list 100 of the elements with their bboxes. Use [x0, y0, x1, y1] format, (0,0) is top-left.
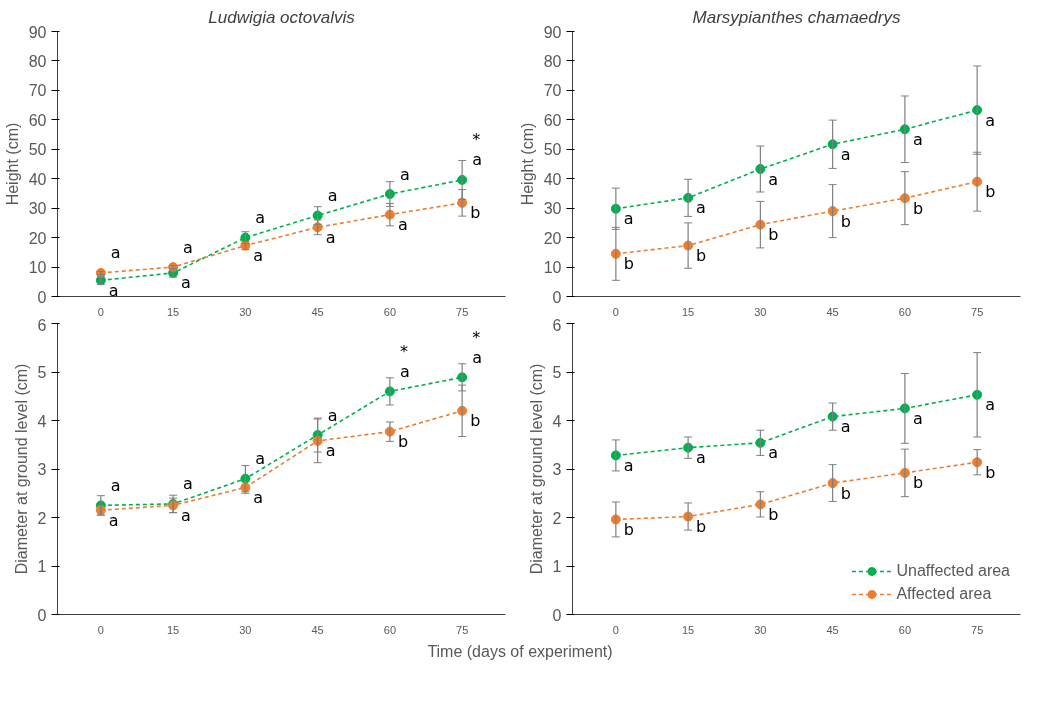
x-tick-label: 45 — [311, 623, 324, 636]
annotation: b — [470, 203, 481, 223]
annotation: a — [985, 110, 995, 130]
annotation: b — [397, 432, 409, 452]
x-tick-label: 60 — [383, 623, 397, 636]
x-tick-label: 30 — [239, 623, 252, 636]
y-tick-label: 50 — [543, 141, 562, 159]
y-tick-label: 20 — [543, 229, 562, 247]
annotation: a — [840, 417, 851, 437]
chart-title: Ludwigia octovalvis — [208, 7, 356, 27]
x-tick-label: 0 — [97, 305, 104, 318]
y-tick-label: 1 — [552, 558, 562, 575]
y-tick-label: 0 — [552, 606, 562, 624]
annotation: a — [696, 448, 706, 468]
y-axis-title: Diameter at ground level (cm) — [527, 363, 545, 575]
annotation: b — [840, 483, 851, 503]
annotation: a — [472, 347, 482, 367]
annotation: a — [183, 237, 193, 257]
x-axis-title: Time (days of experiment) — [427, 642, 613, 662]
annotation: a — [623, 209, 634, 229]
x-tick-label: 15 — [682, 623, 695, 636]
y-tick-label: 1 — [37, 558, 47, 575]
y-tick-label: 60 — [543, 111, 562, 129]
x-tick-label: 0 — [612, 623, 619, 636]
legend-label: Unaffected area — [896, 562, 1010, 580]
annotation: a — [253, 487, 264, 507]
annotation: a — [327, 186, 338, 206]
annotation: b — [470, 411, 481, 431]
annotation: a — [696, 198, 706, 218]
annotation: a — [181, 505, 191, 525]
y-tick-label: 80 — [543, 52, 562, 70]
annotation: a — [985, 395, 995, 415]
y-tick-label: 4 — [552, 412, 562, 430]
annotation: a — [108, 280, 119, 300]
annotation: b — [696, 517, 707, 537]
x-tick-label: 75 — [971, 623, 984, 636]
y-tick-label: 0 — [37, 288, 47, 306]
x-tick-label: 15 — [167, 623, 180, 636]
annotation: b — [696, 246, 707, 266]
x-tick-label: 15 — [167, 305, 180, 318]
x-tick-label: 60 — [898, 623, 912, 636]
y-tick-label: 10 — [543, 259, 562, 277]
y-tick-label: 0 — [37, 606, 47, 624]
y-tick-label: 2 — [37, 509, 47, 527]
annotation: b — [623, 519, 635, 539]
annotation: a — [912, 129, 923, 149]
x-tick-label: 45 — [826, 305, 839, 318]
x-tick-label: 0 — [612, 305, 619, 318]
y-tick-label: 90 — [543, 23, 562, 41]
y-tick-label: 5 — [37, 364, 47, 381]
x-tick-label: 75 — [971, 305, 984, 318]
x-tick-label: 30 — [754, 623, 767, 636]
annotation: a — [325, 441, 336, 461]
y-axis-title: Height (cm) — [518, 122, 536, 206]
annotation: a — [253, 246, 264, 266]
annotation: * — [472, 130, 481, 150]
annotation: a — [255, 449, 266, 469]
annotation: b — [768, 225, 779, 245]
y-tick-label: 60 — [28, 111, 47, 129]
y-axis-title: Height (cm) — [3, 122, 21, 206]
annotation: a — [325, 227, 336, 247]
annotation: a — [912, 408, 923, 428]
x-tick-label: 45 — [311, 305, 324, 318]
y-tick-label: 70 — [543, 82, 562, 100]
y-tick-label: 80 — [28, 52, 47, 70]
y-tick-label: 2 — [552, 509, 562, 527]
x-tick-label: 60 — [898, 305, 912, 318]
x-tick-label: 75 — [456, 623, 469, 636]
y-tick-label: 5 — [552, 364, 562, 381]
x-tick-label: 75 — [456, 305, 469, 318]
annotation: a — [327, 405, 338, 425]
annotation: a — [181, 273, 191, 293]
y-tick-label: 40 — [28, 170, 47, 188]
y-tick-label: 6 — [552, 316, 562, 334]
annotation: b — [985, 182, 996, 202]
annotation: a — [110, 243, 121, 263]
y-tick-label: 6 — [37, 316, 47, 334]
annotation: * — [472, 327, 481, 347]
y-tick-label: 4 — [37, 412, 47, 430]
y-tick-label: 50 — [28, 141, 47, 159]
chart-title: Marsypianthes chamaedrys — [692, 7, 901, 27]
annotation: a — [768, 169, 779, 189]
x-tick-label: 60 — [383, 305, 397, 318]
annotation: a — [183, 474, 193, 494]
y-tick-label: 40 — [543, 170, 562, 188]
x-tick-label: 30 — [239, 305, 252, 318]
x-tick-label: 0 — [97, 623, 104, 636]
annotation: a — [397, 215, 408, 235]
annotation: b — [840, 211, 851, 231]
annotation: * — [399, 341, 408, 361]
annotation: a — [472, 150, 482, 170]
x-tick-label: 15 — [682, 305, 695, 318]
annotation: a — [399, 164, 410, 184]
annotation: b — [912, 473, 924, 493]
annotation: a — [399, 361, 410, 381]
annotation: a — [623, 455, 634, 475]
y-tick-label: 30 — [543, 200, 562, 218]
x-tick-label: 30 — [754, 305, 767, 318]
y-tick-label: 0 — [552, 288, 562, 306]
y-axis-title: Diameter at ground level (cm) — [12, 363, 30, 575]
